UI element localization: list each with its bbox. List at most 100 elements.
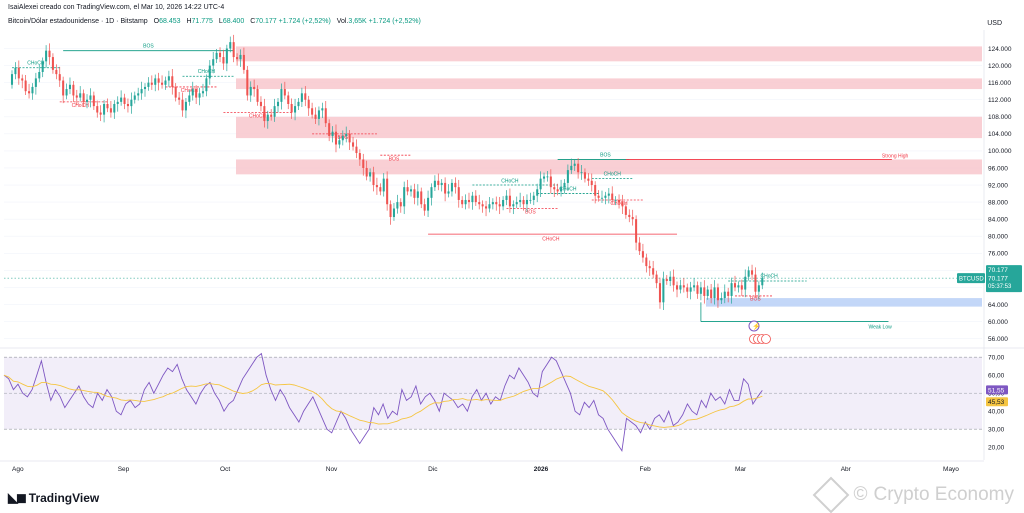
candle-body bbox=[273, 106, 276, 117]
candle-body bbox=[314, 114, 317, 119]
price-tick-label: 112.000 bbox=[988, 97, 1011, 104]
candle-body bbox=[307, 99, 310, 109]
candle-body bbox=[505, 195, 508, 200]
candle-body bbox=[208, 65, 211, 79]
candle-body bbox=[14, 67, 17, 75]
candle-body bbox=[321, 108, 324, 111]
candle-body bbox=[392, 208, 395, 218]
tradingview-logo-icon: ◣◼ bbox=[8, 490, 27, 505]
rsi-value-tag: 51,55 bbox=[988, 387, 1005, 394]
candle-body bbox=[737, 285, 740, 288]
candle-body bbox=[444, 182, 447, 194]
choch-label: CHoCH bbox=[249, 114, 267, 120]
candle-body bbox=[130, 99, 133, 107]
candle-body bbox=[297, 101, 300, 107]
tradingview-logo[interactable]: ◣◼ TradingView bbox=[8, 490, 99, 506]
candle-body bbox=[171, 76, 174, 87]
candle-body bbox=[372, 172, 375, 186]
supply-demand-zones bbox=[236, 46, 982, 307]
candle-body bbox=[560, 187, 563, 192]
candle-body bbox=[123, 97, 126, 104]
candle-body bbox=[266, 114, 269, 122]
candle-body bbox=[423, 204, 426, 211]
time-tick-label: Mayo bbox=[943, 466, 959, 473]
candle-body bbox=[447, 191, 450, 194]
candle-body bbox=[195, 89, 198, 98]
candle-body bbox=[761, 278, 764, 286]
candle-body bbox=[604, 195, 607, 198]
rsi-tick-label: 30,00 bbox=[988, 427, 1005, 434]
candle-body bbox=[28, 91, 31, 94]
candle-body bbox=[198, 93, 201, 98]
price-tag-countdown: 05:37:53 bbox=[988, 284, 1012, 290]
bos-label: BOS bbox=[143, 44, 154, 50]
candle-body bbox=[276, 101, 280, 107]
candle-body bbox=[205, 78, 208, 92]
rsi-value-tag-bg bbox=[986, 385, 1008, 395]
candle-body bbox=[566, 170, 569, 183]
watermark-text: Crypto Economy bbox=[873, 484, 1014, 505]
candle-body bbox=[242, 54, 245, 70]
symbol-name[interactable]: Bitcoin/Dólar estadounidense · 1D · Bits… bbox=[8, 18, 148, 25]
candle-body bbox=[369, 172, 372, 177]
candlestick-series[interactable] bbox=[10, 34, 764, 311]
price-tick-label: 104.000 bbox=[988, 131, 1012, 138]
candle-body bbox=[624, 206, 627, 215]
candle-body bbox=[246, 69, 249, 96]
candle-body bbox=[641, 251, 644, 258]
time-axis[interactable]: Ago Sep Oct Nov Dic 2026 Feb Mar Abr Mayo bbox=[0, 460, 984, 473]
price-tick-label: 120.000 bbox=[988, 63, 1012, 70]
candle-body bbox=[740, 285, 743, 290]
candle-body bbox=[375, 185, 378, 188]
candle-body bbox=[488, 204, 491, 209]
candle-body bbox=[62, 80, 65, 96]
candle-body bbox=[597, 195, 600, 198]
candle-body bbox=[229, 42, 232, 49]
candle-body bbox=[164, 80, 167, 85]
currency-label[interactable]: USD bbox=[987, 20, 1002, 27]
candle-body bbox=[655, 274, 658, 284]
candle-body bbox=[10, 74, 14, 85]
choch-label: CHoCH bbox=[72, 103, 90, 109]
candle-body bbox=[481, 204, 484, 207]
candle-body bbox=[38, 71, 41, 79]
candle-body bbox=[150, 82, 153, 85]
candle-body bbox=[140, 89, 143, 94]
candle-body bbox=[236, 57, 239, 60]
candle-body bbox=[631, 217, 634, 220]
bos-label: BOS bbox=[600, 152, 611, 158]
candle-body bbox=[430, 187, 433, 198]
candle-body bbox=[249, 86, 252, 96]
candle-body bbox=[379, 187, 382, 192]
candle-body bbox=[341, 135, 344, 141]
candle-body bbox=[317, 110, 320, 119]
volume-label: Vol. bbox=[336, 18, 349, 25]
candle-body bbox=[546, 176, 549, 178]
candle-body bbox=[259, 101, 262, 107]
crypto-economy-logo-icon bbox=[812, 476, 849, 513]
candle-body bbox=[355, 146, 358, 154]
ticker-tag-bg bbox=[957, 273, 985, 284]
candle-body bbox=[396, 202, 399, 209]
candle-body bbox=[669, 276, 672, 282]
rsi-ma-line bbox=[3, 374, 763, 428]
candle-body bbox=[471, 195, 474, 203]
candle-body bbox=[515, 202, 518, 205]
candle-body bbox=[270, 114, 273, 117]
candle-body bbox=[587, 178, 590, 181]
candle-body bbox=[232, 42, 235, 58]
time-tick-label: Oct bbox=[220, 466, 230, 473]
candle-body bbox=[386, 178, 389, 205]
time-tick-label: Ago bbox=[12, 466, 24, 473]
candle-body bbox=[253, 86, 256, 90]
candle-body bbox=[467, 199, 471, 203]
candle-body bbox=[184, 101, 187, 111]
candle-body bbox=[464, 199, 467, 205]
close-label: C bbox=[250, 18, 256, 25]
candle-body bbox=[600, 197, 604, 199]
time-tick-label: Mar bbox=[735, 466, 747, 473]
rsi-tick-label: 20,00 bbox=[988, 445, 1005, 452]
event-icons[interactable]: ⚡ bbox=[748, 320, 771, 344]
